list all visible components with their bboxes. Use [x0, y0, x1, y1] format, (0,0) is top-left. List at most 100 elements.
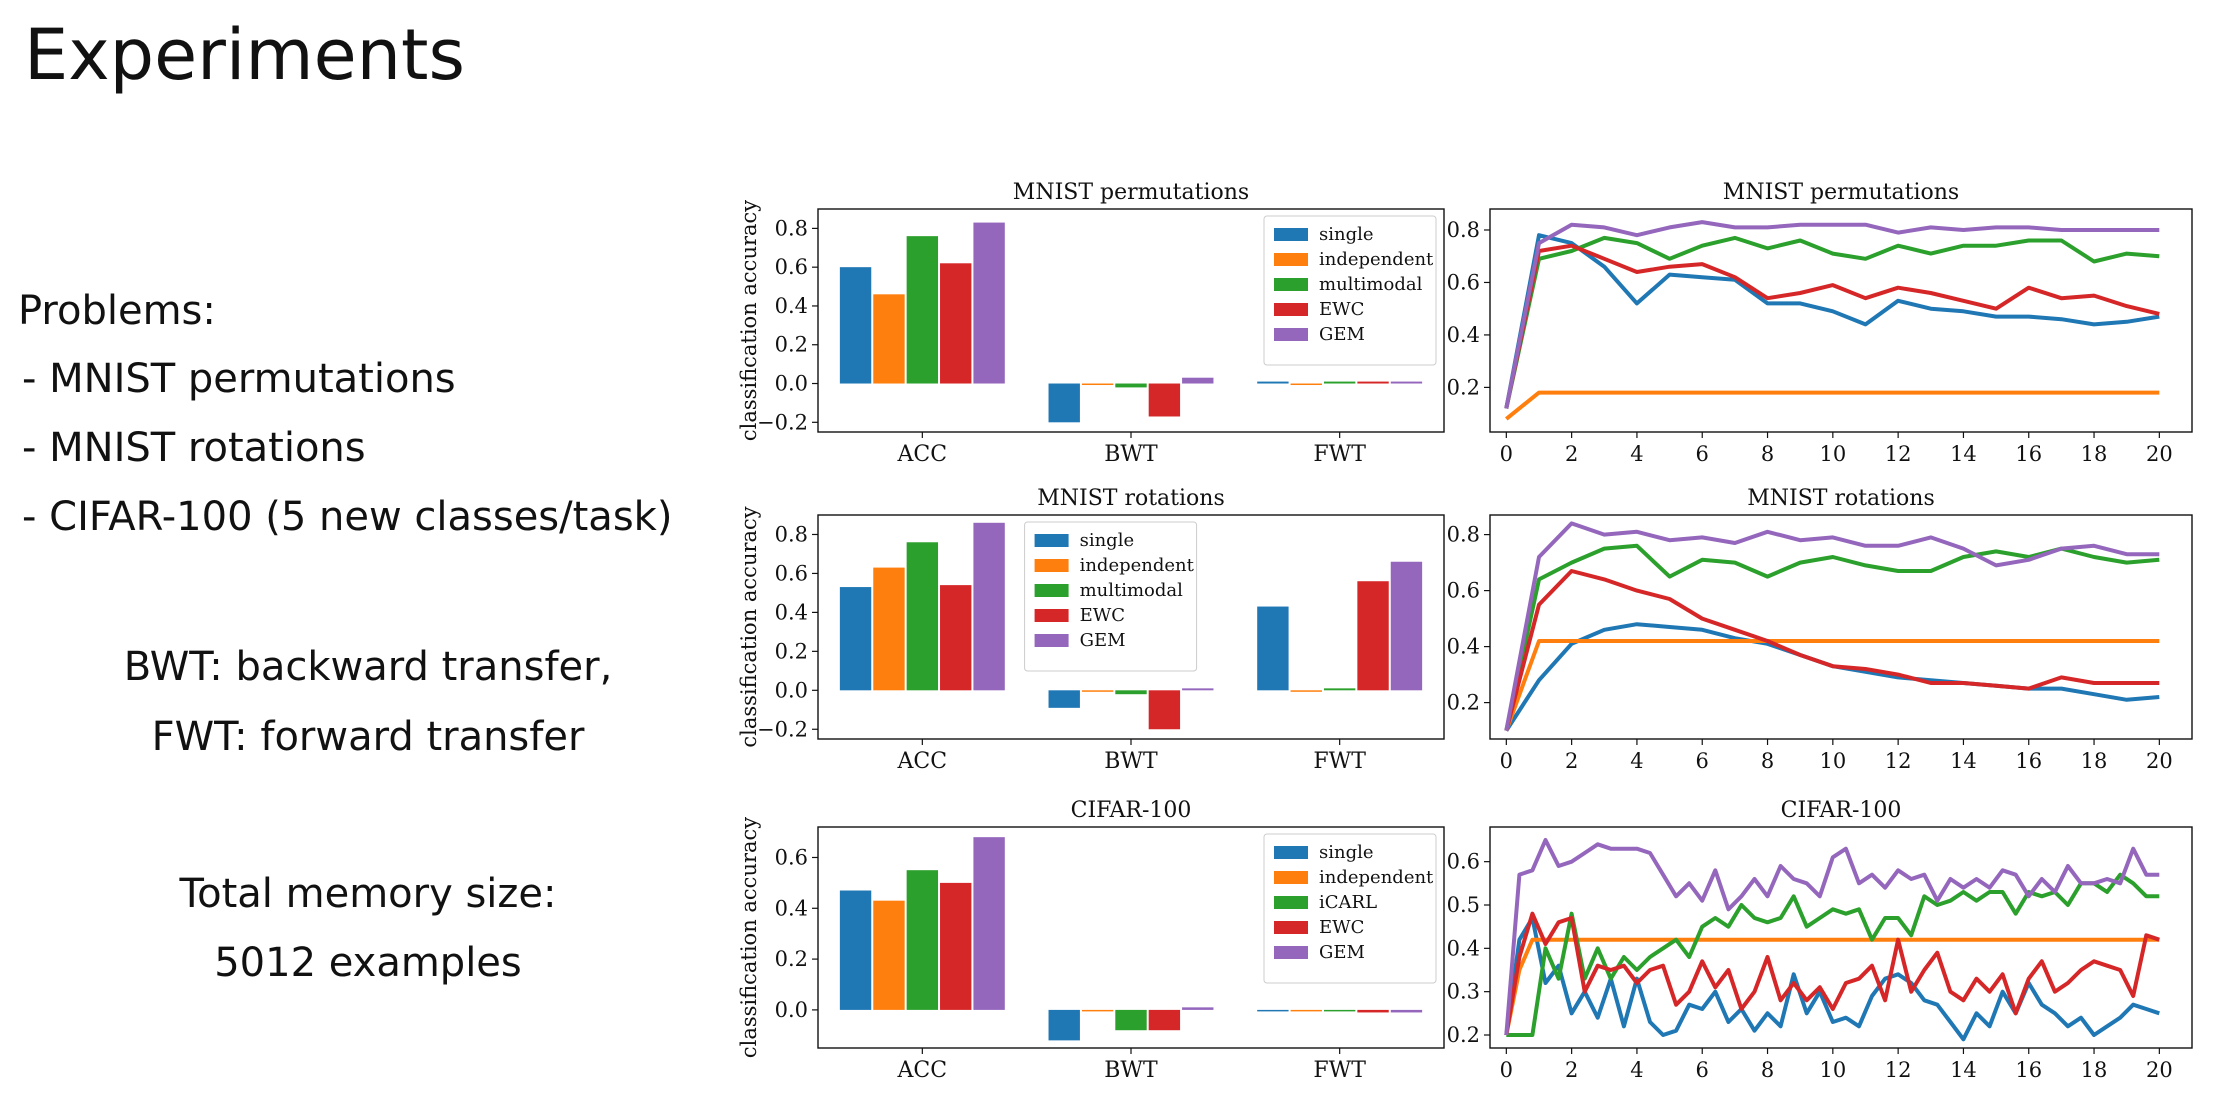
series-line	[1504, 916, 2160, 1042]
legend-label: single	[1319, 224, 1374, 245]
y-tick-label: 0.4	[775, 600, 808, 624]
x-tick-label: 20	[2146, 749, 2173, 773]
y-tick-label: −0.2	[757, 717, 808, 741]
transfer-note-line: FWT: forward transfer	[151, 714, 585, 760]
bar	[1390, 1009, 1423, 1013]
y-tick-label: 0.0	[775, 372, 808, 396]
y-tick-label: 0.6	[775, 561, 808, 585]
x-tick-label: ACC	[897, 749, 948, 774]
x-tick-label: 20	[2146, 1058, 2173, 1082]
x-tick-label: BWT	[1104, 749, 1158, 774]
series-line	[1504, 243, 2160, 409]
series-line	[1504, 639, 2160, 732]
y-tick-label: 0.2	[775, 333, 808, 357]
legend-swatch	[1034, 534, 1069, 547]
x-tick-label: 2	[1565, 749, 1578, 773]
x-tick-label: ACC	[897, 442, 948, 467]
transfer-note-line: BWT: backward transfer,	[123, 644, 613, 690]
bar	[1290, 383, 1322, 386]
bar	[1148, 690, 1181, 730]
x-tick-label: 4	[1630, 442, 1643, 466]
series-line	[1506, 872, 2160, 1037]
x-tick-label: 18	[2081, 442, 2108, 466]
bar	[1290, 690, 1322, 692]
bar	[973, 837, 1005, 1010]
legend-label: independent	[1319, 867, 1434, 888]
bar	[1390, 381, 1423, 384]
legend-swatch	[1034, 609, 1069, 622]
bar	[839, 587, 872, 691]
plot-frame	[1489, 826, 2193, 1049]
y-tick-label: 0.0	[775, 678, 808, 702]
memory-note-line: Total memory size:	[179, 871, 557, 917]
y-tick-label: 0.8	[1447, 523, 1480, 547]
chart-title: CIFAR-100	[1781, 798, 1902, 823]
y-tick-label: 0.5	[1447, 893, 1480, 917]
series-line	[1504, 937, 2160, 1036]
x-tick-label: 10	[1819, 749, 1846, 773]
y-axis-label: classification accuracy	[737, 817, 761, 1058]
y-tick-label: 0.8	[775, 216, 808, 240]
y-tick-label: 0.6	[775, 845, 808, 869]
x-tick-label: 2	[1565, 442, 1578, 466]
bar	[1357, 381, 1389, 384]
x-tick-label: 10	[1819, 1058, 1846, 1082]
legend-label: independent	[1080, 555, 1195, 576]
x-tick-label: 6	[1696, 749, 1709, 773]
bar	[973, 522, 1005, 691]
series-line	[1504, 220, 2160, 409]
y-tick-label: 0.6	[1447, 270, 1480, 294]
legend-swatch	[1034, 584, 1069, 597]
y-tick-label: 0.2	[775, 639, 808, 663]
x-tick-label: BWT	[1104, 1058, 1158, 1083]
series-line	[1504, 838, 2160, 1036]
bar	[873, 900, 905, 1010]
x-tick-label: 16	[2015, 442, 2042, 466]
bar	[940, 263, 972, 384]
problems-heading: Problems:	[18, 288, 216, 334]
bar	[1323, 1009, 1356, 1012]
legend-label: EWC	[1319, 917, 1364, 938]
x-tick-label: 0	[1500, 749, 1513, 773]
legend-label: GEM	[1080, 630, 1126, 651]
bar	[1357, 1009, 1389, 1013]
y-tick-label: −0.2	[757, 410, 808, 434]
memory-note-line: 5012 examples	[214, 940, 522, 986]
legend-swatch	[1274, 328, 1308, 341]
bar	[873, 294, 905, 384]
bar	[1323, 688, 1356, 691]
bar	[1182, 1007, 1214, 1010]
plot-frame	[817, 826, 1445, 1049]
x-tick-label: FWT	[1313, 1058, 1366, 1083]
x-tick-label: 8	[1761, 1058, 1774, 1082]
bar	[973, 222, 1005, 384]
chart-title: MNIST permutations	[1013, 180, 1249, 205]
x-tick-label: 14	[1950, 1058, 1977, 1082]
y-tick-label: 0.2	[1447, 1023, 1480, 1047]
series-line	[1504, 521, 2160, 731]
y-axis-label: classification accuracy	[737, 506, 761, 747]
x-tick-label: ACC	[897, 1058, 948, 1083]
bar	[906, 870, 939, 1010]
bar	[1257, 606, 1289, 691]
y-tick-label: 0.6	[1447, 579, 1480, 603]
x-tick-label: FWT	[1313, 749, 1366, 774]
bar	[1115, 1009, 1147, 1031]
bar	[1323, 381, 1356, 384]
x-tick-label: 8	[1761, 442, 1774, 466]
bar	[1115, 690, 1147, 695]
legend-swatch	[1274, 846, 1308, 859]
bar	[873, 567, 905, 691]
legend-swatch	[1274, 253, 1308, 266]
bar	[1357, 581, 1389, 691]
legend-swatch	[1274, 896, 1308, 909]
bar	[940, 585, 972, 691]
legend-label: single	[1080, 530, 1135, 551]
plot-frame	[1489, 514, 2193, 740]
x-tick-label: 16	[2015, 1058, 2042, 1082]
legend-label: independent	[1319, 249, 1434, 270]
slide-title: Experiments	[24, 14, 465, 96]
chart-title: MNIST rotations	[1037, 486, 1225, 511]
plot-frame	[817, 208, 1445, 433]
